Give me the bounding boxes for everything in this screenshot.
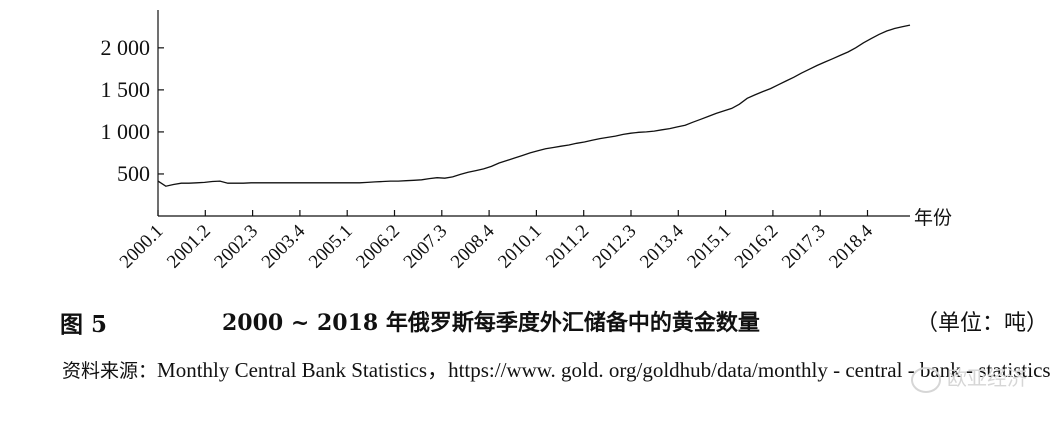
- figure-title: 2000 ~ 2018 年俄罗斯每季度外汇储备中的黄金数量: [222, 310, 760, 336]
- y-tick-label: 2 000: [101, 35, 151, 60]
- source-note: 资料来源：Monthly Central Bank Statistics，htt…: [4, 348, 1054, 393]
- x-tick-label: 2016.2: [731, 221, 783, 273]
- x-tick-label: 2011.2: [542, 221, 593, 272]
- source-label: 资料来源：: [62, 360, 158, 382]
- x-tick-label: 2002.3: [210, 221, 262, 273]
- series-line-gold-reserves: [157, 24, 911, 187]
- y-tick-label: 500: [117, 161, 150, 186]
- x-axis-unit-label: 年份: [914, 207, 952, 229]
- x-tick-label: 2005.1: [305, 221, 357, 273]
- y-axis-ticks: 500 1 000 1 500 2 000: [101, 35, 164, 186]
- x-tick-label: 2010.1: [494, 221, 546, 273]
- figure-unit: （单位：吨）: [916, 311, 1049, 336]
- y-tick-label: 1 000: [101, 119, 151, 144]
- x-tick-label: 2015.1: [683, 221, 735, 273]
- x-tick-label: 2013.4: [636, 220, 688, 272]
- watermark-text: 欧亚经济: [947, 366, 1027, 390]
- y-tick-label: 1 500: [101, 77, 151, 102]
- x-tick-label: 2008.4: [447, 220, 499, 272]
- wechat-icon: [911, 366, 941, 393]
- x-tick-label: 2001.2: [163, 221, 215, 273]
- figure-number: 图 5: [60, 311, 108, 338]
- source-text: Monthly Central Bank Statistics，https://…: [157, 358, 1051, 382]
- figure-caption: 图 5 2000 ~ 2018 年俄罗斯每季度外汇储备中的黄金数量 （单位：吨）: [0, 300, 1059, 340]
- watermark: 欧亚经济: [911, 362, 1027, 393]
- x-tick-label: 2003.4: [258, 220, 310, 272]
- x-tick-label: 2006.2: [352, 221, 404, 273]
- x-tick-label: 2018.4: [825, 220, 877, 272]
- x-tick-label: 2007.3: [400, 221, 452, 273]
- x-axis-ticks: 2000.12001.22002.32003.42005.12006.22007…: [116, 210, 877, 273]
- x-tick-label: 2012.3: [589, 221, 641, 273]
- x-tick-label: 2000.1: [116, 221, 168, 273]
- x-tick-label: 2017.3: [778, 221, 830, 273]
